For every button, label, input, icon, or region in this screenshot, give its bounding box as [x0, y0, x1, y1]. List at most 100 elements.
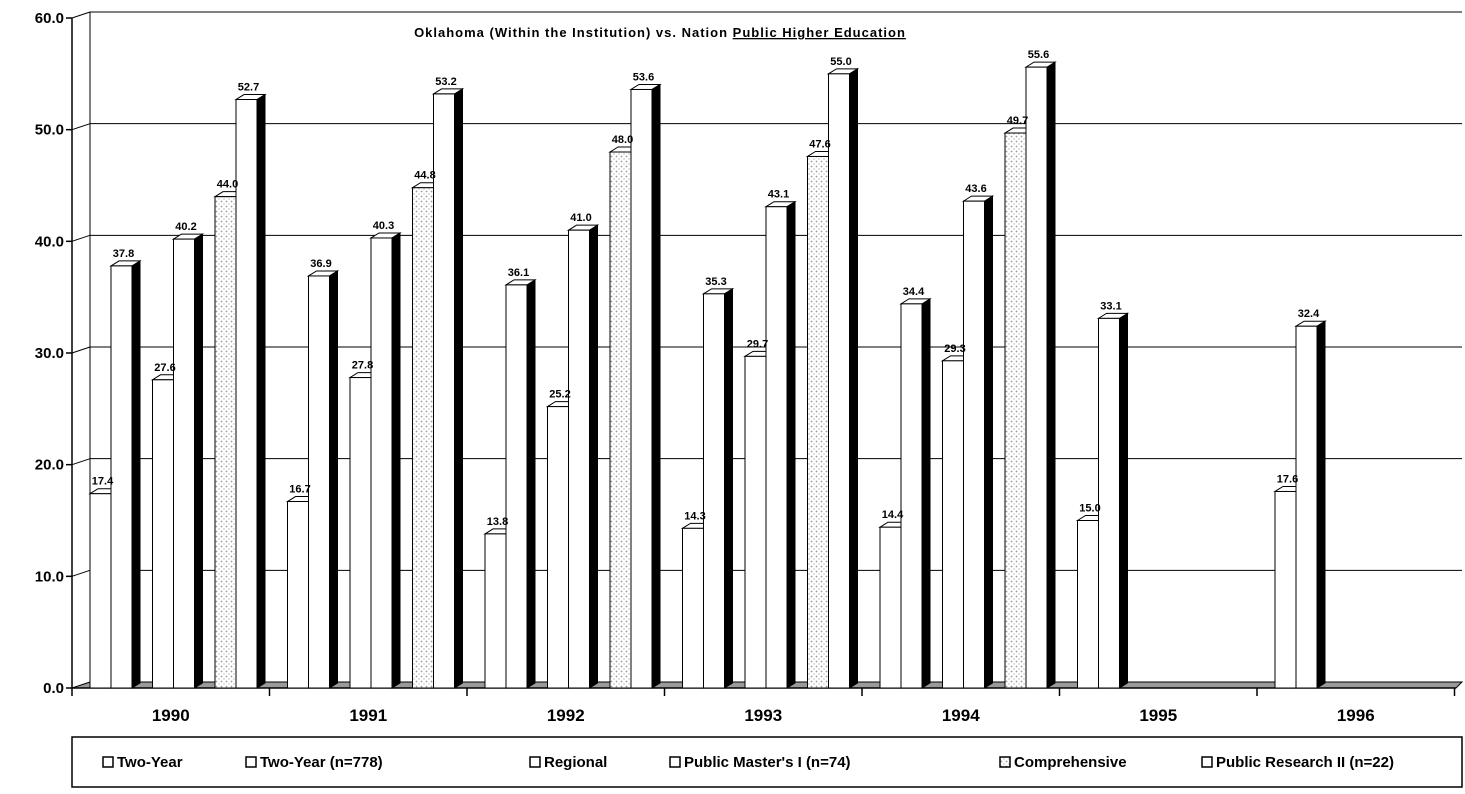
ytick-label-2: 20.0 — [35, 457, 64, 474]
bar-side-1-5 — [454, 88, 463, 689]
bar-side-0-5 — [256, 93, 266, 689]
bar-5-1 — [1096, 312, 1130, 689]
bar-1-5 — [431, 88, 465, 689]
bar-3-3 — [764, 200, 797, 689]
xtick-label-0: 1990 — [152, 706, 190, 725]
bar-side-4-3 — [984, 195, 993, 689]
bar-face-0-3 — [173, 238, 195, 689]
bar-face-1-0 — [287, 501, 309, 689]
bar-face-3-4 — [807, 155, 829, 689]
legend-label-5: Public Research II (n=22) — [1216, 754, 1394, 771]
bar-side-1-3 — [391, 232, 401, 689]
legend-label-2: Regional — [544, 754, 607, 771]
ytick-label-6: 60.0 — [35, 10, 64, 27]
bar-side-4-1 — [921, 297, 931, 689]
bar-face-4-5 — [1025, 66, 1048, 689]
bar-side-1-1 — [329, 270, 338, 689]
bar-face-1-1 — [308, 275, 330, 689]
bar-6-1 — [1294, 320, 1327, 689]
data-label-4-1: 34.4 — [903, 286, 925, 298]
data-label-2-3: 41.0 — [570, 212, 591, 224]
bar-face-2-1 — [505, 284, 528, 689]
bar-face-2-5 — [630, 88, 653, 689]
xtick-label-4: 1994 — [942, 706, 980, 725]
bar-face-0-1 — [110, 265, 133, 689]
bar-face-3-2 — [744, 355, 767, 689]
legend-label-1: Two-Year (n=778) — [260, 754, 383, 771]
data-label-0-1: 37.8 — [113, 248, 134, 260]
bar-face-1-2 — [349, 377, 372, 689]
data-label-3-0: 14.3 — [684, 510, 705, 522]
xtick-label-1: 1991 — [349, 706, 387, 725]
xtick-label-3: 1993 — [744, 706, 782, 725]
bar-face-6-0 — [1274, 490, 1297, 689]
data-label-4-0: 14.4 — [882, 509, 904, 521]
xtick-label-6: 1996 — [1337, 706, 1375, 725]
legend-swatch-3 — [669, 756, 681, 768]
data-label-2-5: 53.6 — [633, 71, 654, 83]
data-label-6-1: 32.4 — [1298, 308, 1320, 320]
legend-swatch-2 — [529, 756, 541, 768]
data-label-5-1: 33.1 — [1100, 300, 1121, 312]
data-label-5-0: 15.0 — [1079, 503, 1100, 515]
data-label-4-4: 49.7 — [1007, 115, 1028, 127]
bar-4-5 — [1024, 61, 1057, 689]
gridline-slant-3 — [71, 346, 91, 354]
data-label-2-1: 36.1 — [508, 267, 529, 279]
bar-face-5-0 — [1077, 520, 1099, 689]
bar-side-5-1 — [1119, 312, 1128, 689]
bar-face-5-1 — [1098, 317, 1120, 689]
bar-face-1-4 — [412, 187, 434, 689]
legend-label-4: Comprehensive — [1014, 754, 1127, 771]
bars — [88, 61, 1327, 689]
legend-box — [71, 736, 1463, 788]
legend-swatch-4 — [999, 756, 1011, 768]
ytick-label-0: 0.0 — [43, 680, 64, 697]
chart-title-underlined: Public Higher Education — [733, 25, 906, 40]
data-label-1-4: 44.8 — [414, 170, 435, 182]
data-label-3-1: 35.3 — [705, 276, 726, 288]
data-label-3-5: 55.0 — [830, 56, 851, 68]
bar-face-3-3 — [765, 206, 788, 689]
bar-4-1 — [899, 297, 932, 689]
ytick-label-1: 10.0 — [35, 568, 64, 585]
chart-title: Oklahoma (Within the Institution) vs. Na… — [414, 25, 906, 40]
bar-face-2-3 — [568, 229, 590, 689]
legend-label-0: Two-Year — [117, 754, 183, 771]
bar-3-5 — [826, 67, 860, 689]
bar-face-4-1 — [900, 303, 923, 689]
data-label-4-3: 43.6 — [965, 183, 986, 195]
bar-3-1 — [701, 287, 735, 689]
data-label-3-2: 29.7 — [747, 338, 768, 350]
data-label-1-5: 53.2 — [435, 76, 456, 88]
legend-swatch-5 — [1201, 756, 1213, 768]
bar-side-0-3 — [194, 233, 203, 689]
bar-face-4-2 — [942, 360, 964, 689]
data-label-3-3: 43.1 — [768, 189, 789, 201]
bar-face-3-1 — [703, 293, 725, 689]
data-label-4-2: 29.3 — [944, 343, 965, 355]
bar-face-0-4 — [214, 196, 237, 689]
bar-face-1-5 — [433, 93, 455, 689]
bar-face-0-0 — [89, 493, 112, 689]
bar-face-4-3 — [963, 200, 985, 689]
ytick-label-4: 40.0 — [35, 233, 64, 250]
gridline-slant-6 — [71, 11, 91, 19]
data-label-6-0: 17.6 — [1277, 473, 1298, 485]
bar-2-1 — [504, 278, 537, 689]
bar-side-2-3 — [589, 224, 598, 689]
bar-0-3 — [171, 233, 205, 689]
data-label-1-1: 36.9 — [310, 258, 331, 270]
data-label-1-0: 16.7 — [289, 484, 310, 496]
bar-side-3-3 — [786, 200, 796, 689]
chart-title-main: Oklahoma (Within the Institution) vs. Na… — [414, 25, 733, 40]
bar-side-2-5 — [651, 83, 661, 689]
bar-face-0-5 — [235, 99, 258, 689]
bar-face-2-0 — [484, 533, 507, 689]
bar-face-4-0 — [879, 526, 902, 689]
data-label-2-0: 13.8 — [487, 516, 508, 528]
bar-4-3 — [961, 195, 995, 689]
bar-side-3-1 — [724, 287, 733, 689]
